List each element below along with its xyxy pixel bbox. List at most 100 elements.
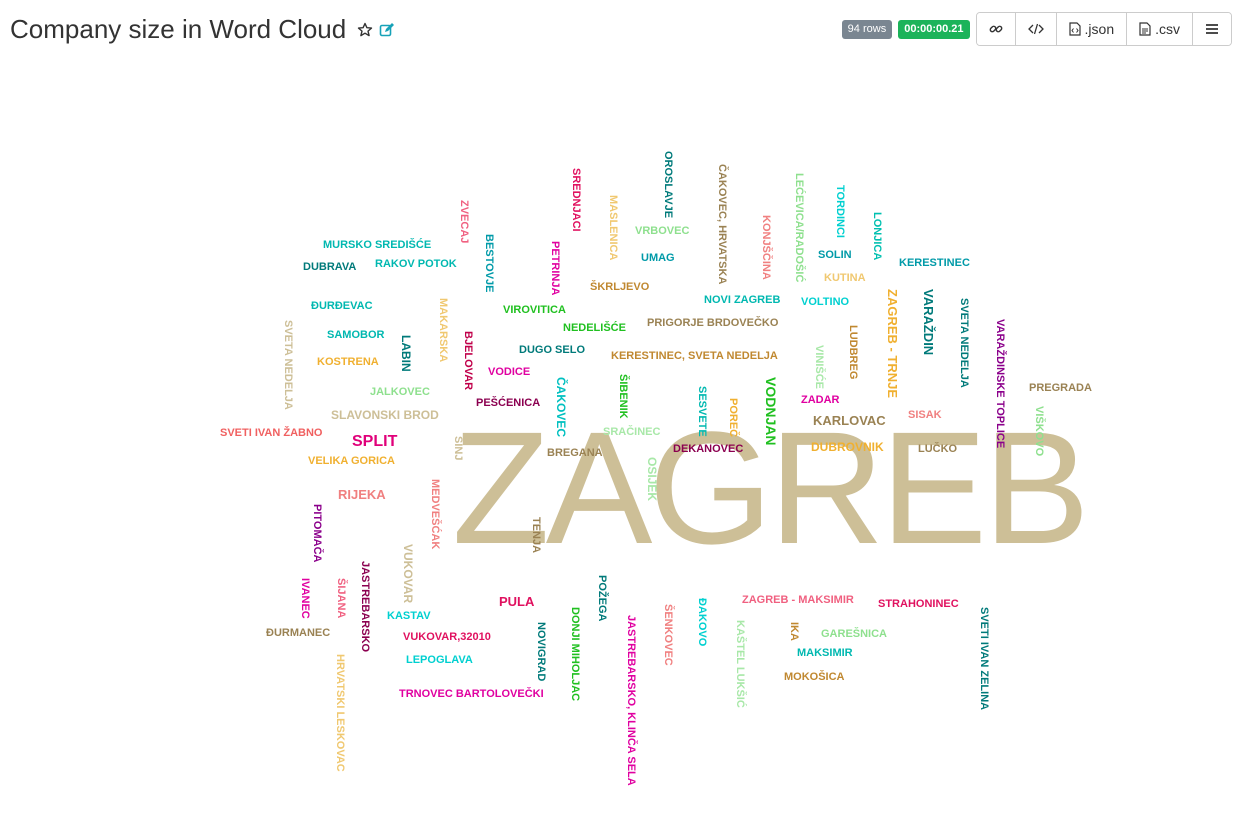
word-cloud-term: ZVECAJ	[458, 200, 470, 244]
word-cloud-term: KAŠTEL LUKŠIĆ	[734, 620, 746, 708]
hamburger-icon	[1205, 23, 1219, 35]
word-cloud-term: SREDNJACI	[570, 168, 582, 232]
word-cloud-term: KASTAV	[387, 610, 431, 622]
word-cloud-term: MURSKO SREDIŠĆE	[323, 239, 432, 251]
word-cloud-term: KERESTINEC, SVETA NEDELJA	[611, 350, 778, 362]
json-button[interactable]: .json	[1055, 13, 1127, 45]
word-cloud-term: PITOMAČA	[311, 504, 323, 563]
word-cloud-term: DONJI MIHOLJAC	[569, 607, 581, 702]
word-cloud-term: POREČ	[727, 398, 739, 438]
word-cloud-term: STRAHONINEC	[878, 598, 959, 610]
word-cloud-term: VARAŽDINSKE TOPLICE	[994, 319, 1006, 449]
word-cloud-term: KONJŠČINA	[760, 215, 772, 280]
word-cloud-term: VRBOVEC	[635, 225, 690, 237]
word-cloud-term: LEĆEVICA/RADOŠIĆ	[793, 173, 805, 283]
word-cloud-term: SRAČINEC	[603, 426, 661, 438]
word-cloud-term: NEDELIŠĆE	[563, 322, 626, 334]
word-cloud-term: VODICE	[488, 366, 531, 378]
embed-button[interactable]	[1014, 13, 1056, 45]
word-cloud-term: KERESTINEC	[899, 257, 970, 269]
title-actions	[357, 22, 395, 38]
word-cloud-term: VIŠKOVO	[1033, 406, 1045, 457]
file-code-icon	[1068, 22, 1081, 36]
word-cloud-term: SAMOBOR	[327, 329, 385, 341]
word-cloud-term: LABIN	[399, 335, 413, 372]
edit-icon[interactable]	[379, 22, 395, 38]
page-title: Company size in Word Cloud	[10, 14, 347, 44]
word-cloud-term: ĐAKOVO	[696, 598, 708, 647]
word-cloud-term: SVETI IVAN ZELINA	[978, 607, 990, 711]
word-cloud-term: MASLENICA	[607, 195, 619, 261]
word-cloud-term: DUBROVNIK	[811, 440, 884, 454]
word-cloud-term: BESTOVJE	[483, 234, 495, 293]
word-cloud-term: IKA	[788, 622, 800, 641]
word-cloud-term: LUDBREG	[847, 325, 859, 380]
word-cloud-term: ĐURĐEVAC	[311, 300, 373, 312]
word-cloud-term: OSIJEK	[645, 457, 659, 502]
word-cloud-term: RAKOV POTOK	[375, 258, 457, 270]
word-cloud-term: JALKOVEC	[370, 386, 430, 398]
word-cloud-term: TORDINCI	[834, 185, 846, 238]
word-cloud-term: ŠENKOVEC	[662, 604, 674, 666]
word-cloud-term: LUČKO	[918, 443, 958, 455]
word-cloud-term: ĐURMANEC	[266, 627, 331, 639]
word-cloud-term: POŽEGA	[596, 575, 608, 622]
word-cloud-term: DUGO SELO	[519, 344, 586, 356]
word-cloud-term: VIROVITICA	[503, 304, 566, 316]
word-cloud-term: DUBRAVA	[303, 261, 357, 273]
word-cloud-term: ČAKOVEC, HRVATSKA	[716, 164, 728, 285]
word-cloud-term: VINIŠĆE	[813, 345, 825, 390]
row-count-badge: 94 rows	[841, 19, 893, 39]
word-cloud-term: SVETI IVAN ŽABNO	[220, 427, 323, 439]
word-cloud-term: SLAVONSKI BROD	[331, 408, 439, 422]
word-cloud-term: SVETA NEDELJA	[282, 320, 294, 410]
word-cloud-term: PEŠĆENICA	[476, 397, 541, 409]
word-cloud-term: KUTINA	[824, 272, 866, 284]
word-cloud-term: NOVIGRAD	[535, 622, 547, 682]
word-cloud-term: TENJA	[530, 517, 542, 554]
word-cloud-term: MOKOŠICA	[784, 671, 845, 683]
menu-button[interactable]	[1192, 13, 1231, 45]
word-cloud-term: HRVATSKI LESKOVAC	[334, 654, 346, 772]
word-cloud-term: OROSLAVJE	[662, 151, 674, 219]
word-cloud-term: ČAKOVEC	[554, 377, 568, 438]
star-icon[interactable]	[357, 22, 373, 38]
word-cloud-term: BJELOVAR	[462, 331, 474, 391]
word-cloud-term: VODNJAN	[763, 377, 779, 446]
word-cloud-term: PRIGORJE BRDOVEČKO	[647, 317, 779, 329]
word-cloud-term: JASTREBARSKO	[359, 561, 371, 653]
word-cloud-term: ZADAR	[801, 394, 840, 406]
csv-button-label: .csv	[1155, 21, 1180, 37]
word-cloud-term: RIJEKA	[338, 487, 386, 502]
word-cloud-term: VELIKA GORICA	[308, 455, 395, 467]
word-cloud-term: MAKARSKA	[437, 298, 449, 363]
link-icon	[989, 22, 1003, 36]
word-cloud-term: VARAŽDIN	[921, 289, 936, 356]
word-cloud-term: VOLTINO	[801, 296, 850, 308]
word-cloud-term: PREGRADA	[1029, 382, 1092, 394]
link-button[interactable]	[976, 13, 1015, 45]
word-cloud-term: SINJ	[452, 436, 464, 461]
word-cloud-term: ZAGREB - MAKSIMIR	[742, 594, 854, 606]
code-icon	[1027, 22, 1044, 36]
csv-button[interactable]: .csv	[1126, 13, 1192, 45]
word-cloud-term: NOVI ZAGREB	[704, 294, 781, 306]
word-cloud-term: TRNOVEC BARTOLOVEČKI	[399, 688, 544, 700]
header: Company size in Word Cloud 94 rows 00:00…	[0, 0, 1250, 60]
word-cloud-term: LEPOGLAVA	[406, 654, 473, 666]
word-cloud-term: PULA	[499, 594, 535, 609]
word-cloud-term: BREGANA	[547, 447, 603, 459]
word-cloud-term: VUKOVAR	[401, 544, 415, 604]
file-text-icon	[1139, 22, 1151, 36]
query-time-badge: 00:00:00.21	[898, 19, 970, 39]
word-cloud-term: ŠIJANA	[335, 578, 347, 619]
word-cloud: ZAGREB SREDNJACI OROSLAVJE ČAKOVEC, HRVATSK…	[0, 60, 1250, 827]
word-cloud-term: ZAGREB - TRNJE	[885, 289, 900, 399]
word-cloud-term: VUKOVAR,32010	[403, 631, 491, 643]
word-cloud-term: SISAK	[908, 409, 942, 421]
word-cloud-term: KARLOVAC	[813, 413, 886, 428]
word-cloud-term: SPLIT	[352, 433, 398, 450]
word-cloud-term: UMAG	[641, 252, 675, 264]
toolbar: 94 rows 00:00:00.21 .json	[841, 12, 1232, 46]
word-cloud-term: LONJICA	[871, 212, 883, 261]
